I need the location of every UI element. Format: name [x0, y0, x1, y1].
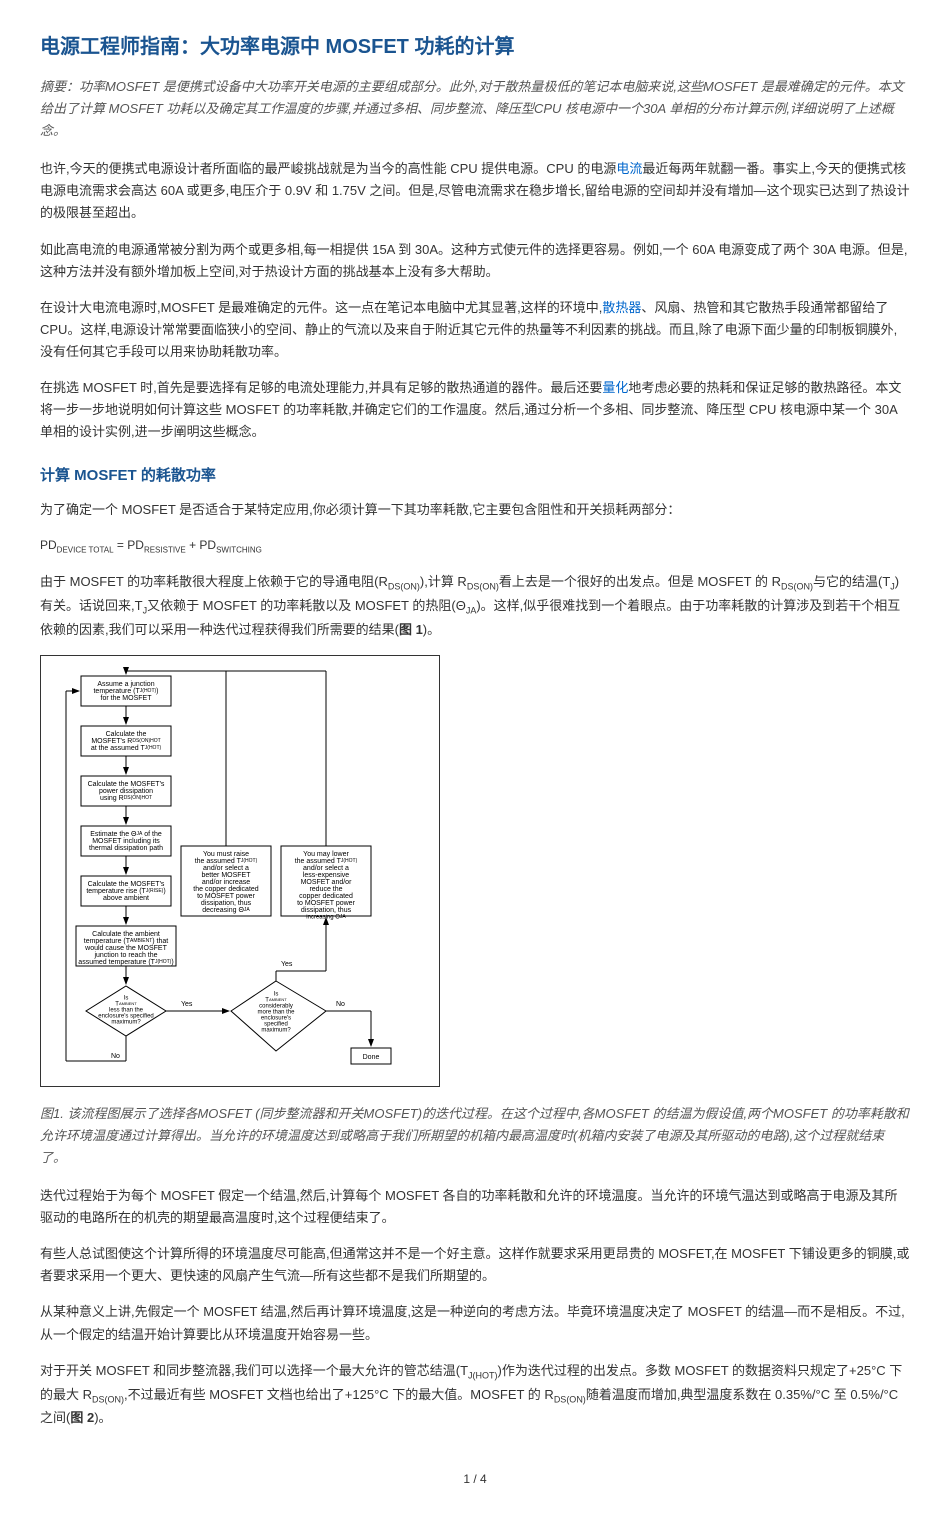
formula-pd: PDDEVICE TOTAL = PDRESISTIVE + PDSWITCHI… — [40, 535, 910, 557]
flowchart-node-7a-line8: dissipation, thus — [201, 900, 252, 907]
flowchart-figure: Assume a junction temperature (TJ(HOT)) … — [40, 655, 440, 1087]
section1-heading: 计算 MOSFET 的耗散功率 — [40, 463, 910, 489]
flowchart-node-7a-line4: better MOSFET — [201, 872, 251, 879]
flowchart-node-2-line1: Calculate the — [106, 731, 147, 738]
flowchart-node-6-line2: temperature (TAMBIENT) that — [84, 938, 169, 945]
post-p1: 迭代过程始于为每个 MOSFET 假定一个结温,然后,计算每个 MOSFET 各… — [40, 1185, 910, 1229]
flowchart-node-7b-line2: the assumed TJ(HOT) — [295, 858, 358, 865]
flowchart-done: Done — [363, 1054, 380, 1061]
flowchart-node-3-line2: power dissipation — [99, 788, 153, 795]
flowchart-d2-line7: maximum? — [261, 1027, 291, 1033]
page-number: 1 / 4 — [40, 1469, 910, 1489]
flowchart-node-6-line4: junction to reach the — [93, 952, 157, 959]
paragraph-2: 如此高电流的电源通常被分割为两个或更多相,每一相提供 15A 到 30A。这种方… — [40, 239, 910, 283]
flowchart-node-1-line2: temperature (TJ(HOT)) — [93, 688, 158, 695]
flowchart-label-yes-2: Yes — [281, 961, 293, 968]
flowchart-node-7a-line3: and/or select a — [203, 865, 249, 872]
flowchart-node-7b-line5: MOSFET and/or — [301, 879, 353, 886]
flowchart-label-no: No — [111, 1053, 120, 1060]
flowchart-node-6-line5: assumed temperature (TJ(HOT)) — [78, 959, 173, 966]
flowchart-node-7b-line6: reduce the — [309, 886, 342, 893]
flowchart-node-7a-line5: and/or increase — [202, 879, 250, 886]
post-p4: 对于开关 MOSFET 和同步整流器,我们可以选择一个最大允许的管芯结温(TJ(… — [40, 1360, 910, 1430]
paragraph-3: 在设计大电流电源时,MOSFET 是最难确定的元件。这一点在笔记本电脑中尤其显著… — [40, 297, 910, 363]
flowchart-node-7b-line7: copper dedicated — [299, 893, 353, 900]
flowchart-node-7b-line3: and/or select a — [303, 865, 349, 872]
flowchart-node-7b-line1: You may lower — [303, 851, 349, 858]
paragraph-1: 也许,今天的便携式电源设计者所面临的最严峻挑战就是为当今的高性能 CPU 提供电… — [40, 158, 910, 224]
flowchart-node-2-line2: MOSFET's RDS(ON)HOT — [91, 738, 160, 745]
flowchart-node-7a-line6: the copper dedicated — [193, 886, 258, 893]
flowchart-node-1-line1: Assume a junction — [97, 681, 154, 688]
flowchart-node-5-line3: above ambient — [103, 895, 149, 902]
para1-text: 也许,今天的便携式电源设计者所面临的最严峻挑战就是为当今的高性能 CPU 提供电… — [40, 161, 616, 176]
flowchart-node-4-line2: MOSFET including its — [92, 838, 160, 845]
flowchart-node-7a-line9: decreasing ΘJA — [202, 907, 250, 914]
flowchart-d1-line5: maximum? — [111, 1019, 141, 1025]
flowchart-node-7b-line9: dissipation, thus — [301, 907, 352, 914]
section1-p2: 由于 MOSFET 的功率耗散很大程度上依赖于它的导通电阻(RDS(ON)),计… — [40, 571, 910, 641]
flowchart-node-4-line1: Estimate the ΘJA of the — [90, 831, 162, 838]
flowchart-node-7b-line8: to MOSFET power — [297, 900, 356, 907]
flowchart-node-2-line3: at the assumed TJ(HOT) — [91, 745, 162, 752]
flowchart-node-5-line2: temperature rise (TJ(RISE)) — [86, 888, 165, 895]
flowchart-node-1-line3: for the MOSFET — [101, 695, 153, 702]
para3-text: 在设计大电流电源时,MOSFET 是最难确定的元件。这一点在笔记本电脑中尤其显著… — [40, 300, 602, 315]
paragraph-4: 在挑选 MOSFET 时,首先是要选择有足够的电流处理能力,并具有足够的散热通道… — [40, 377, 910, 443]
link-quantify[interactable]: 量化 — [602, 380, 628, 395]
flowchart-node-7a-line2: the assumed TJ(HOT) — [195, 858, 258, 865]
flowchart-node-5-line1: Calculate the MOSFET's — [88, 881, 165, 888]
link-heatsink[interactable]: 散热器 — [602, 300, 641, 315]
flowchart-label-no-2: No — [336, 1001, 345, 1008]
abstract: 摘要：功率MOSFET 是便携式设备中大功率开关电源的主要组成部分。此外,对于散… — [40, 76, 910, 142]
flowchart-node-7a-line1: You must raise — [203, 851, 249, 858]
link-current[interactable]: 电流 — [616, 161, 642, 176]
flowchart-label-yes: Yes — [181, 1001, 193, 1008]
flowchart-node-3-line3: using RDS(ON)HOT — [100, 795, 152, 802]
flowchart-node-6-line3: would cause the MOSFET — [84, 945, 167, 952]
page-title: 电源工程师指南：大功率电源中 MOSFET 功耗的计算 — [40, 30, 910, 64]
flowchart-node-6-line1: Calculate the ambient — [92, 931, 160, 938]
flowchart-node-3-line1: Calculate the MOSFET's — [88, 781, 165, 788]
flowchart-node-7a-line7: to MOSFET power — [197, 893, 256, 900]
figure1-caption: 图1. 该流程图展示了选择各MOSFET (同步整流器和开关MOSFET)的迭代… — [40, 1103, 910, 1169]
flowchart-node-4-line3: thermal dissipation path — [89, 845, 163, 852]
para4-text: 在挑选 MOSFET 时,首先是要选择有足够的电流处理能力,并具有足够的散热通道… — [40, 380, 602, 395]
flowchart-node-7b-line4: less-expensive — [303, 872, 349, 879]
section1-p1: 为了确定一个 MOSFET 是否适合于某特定应用,你必须计算一下其功率耗散,它主… — [40, 499, 910, 521]
post-p3: 从某种意义上讲,先假定一个 MOSFET 结温,然后再计算环境温度,这是一种逆向… — [40, 1301, 910, 1345]
post-p2: 有些人总试图使这个计算所得的环境温度尽可能高,但通常这并不是一个好主意。这样作就… — [40, 1243, 910, 1287]
